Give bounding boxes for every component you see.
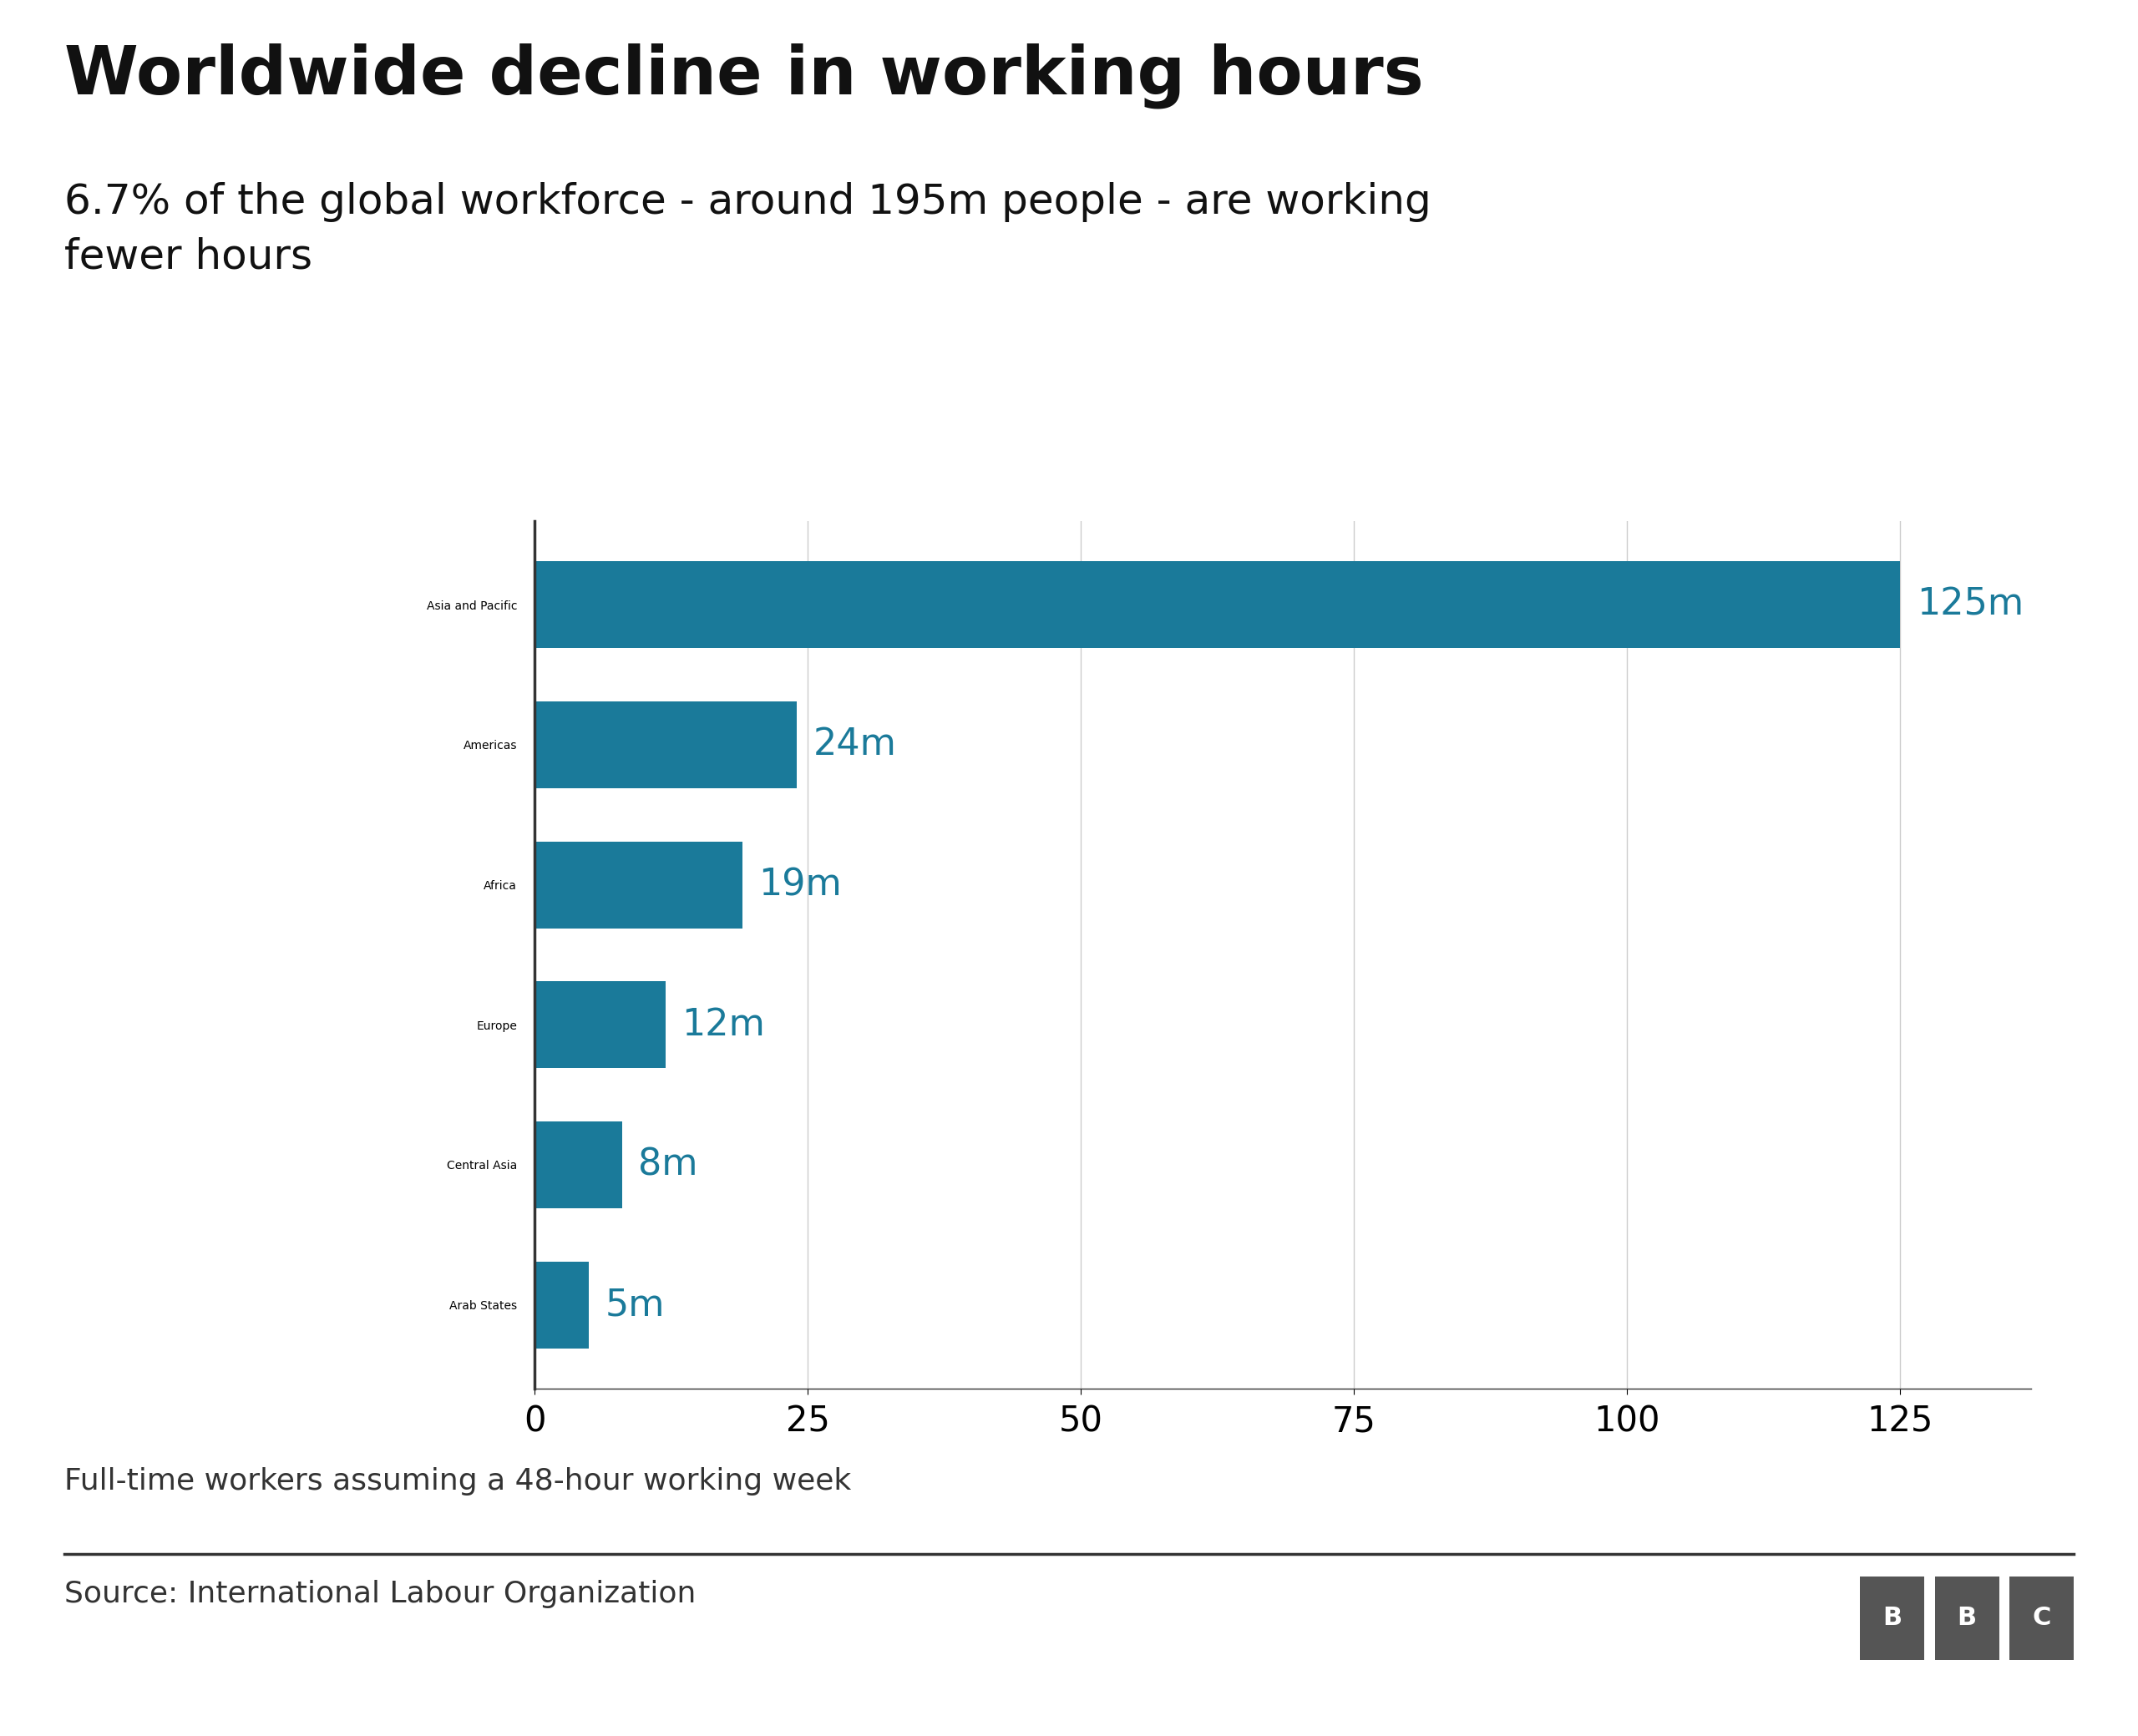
Bar — [534, 1121, 622, 1208]
Text: 24m: 24m — [812, 727, 896, 762]
Bar — [534, 842, 742, 929]
Text: Worldwide decline in working hours: Worldwide decline in working hours — [64, 43, 1424, 109]
Text: 125m: 125m — [1916, 587, 2023, 623]
Text: 5m: 5m — [605, 1286, 665, 1323]
Bar — [534, 701, 797, 788]
Bar — [534, 1262, 590, 1349]
Text: C: C — [2033, 1606, 2050, 1630]
Text: 8m: 8m — [639, 1147, 697, 1182]
Bar — [534, 561, 1901, 648]
Bar — [534, 981, 665, 1068]
Text: 6.7% of the global workforce - around 195m people - are working
fewer hours: 6.7% of the global workforce - around 19… — [64, 182, 1430, 276]
Text: B: B — [1956, 1606, 1978, 1630]
Text: 12m: 12m — [682, 1007, 765, 1043]
Text: Source: International Labour Organization: Source: International Labour Organizatio… — [64, 1580, 695, 1608]
Text: B: B — [1881, 1606, 1903, 1630]
Text: Full-time workers assuming a 48-hour working week: Full-time workers assuming a 48-hour wor… — [64, 1467, 851, 1495]
Text: 19m: 19m — [759, 866, 842, 903]
